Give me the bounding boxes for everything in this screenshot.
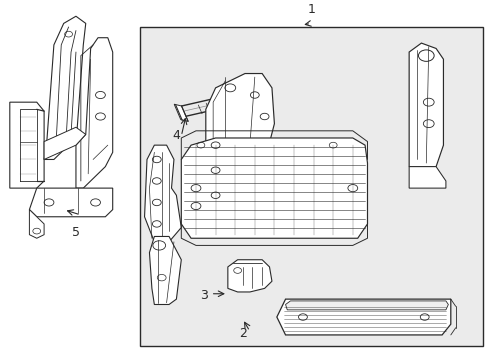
Polygon shape bbox=[76, 38, 113, 188]
Polygon shape bbox=[409, 167, 446, 188]
Text: 1: 1 bbox=[307, 3, 315, 16]
Polygon shape bbox=[286, 301, 448, 310]
Bar bbox=[140, 27, 483, 346]
Polygon shape bbox=[181, 138, 368, 238]
Polygon shape bbox=[44, 16, 86, 159]
Text: 5: 5 bbox=[72, 226, 80, 239]
Text: 3: 3 bbox=[200, 289, 208, 302]
Polygon shape bbox=[29, 210, 44, 238]
Polygon shape bbox=[145, 145, 181, 242]
Polygon shape bbox=[228, 260, 272, 292]
Text: 4: 4 bbox=[172, 129, 180, 142]
Polygon shape bbox=[260, 86, 271, 98]
Polygon shape bbox=[174, 104, 188, 121]
Polygon shape bbox=[409, 43, 443, 167]
Polygon shape bbox=[44, 127, 86, 159]
Polygon shape bbox=[149, 237, 181, 305]
Polygon shape bbox=[29, 188, 113, 217]
Text: 2: 2 bbox=[240, 327, 247, 339]
Polygon shape bbox=[10, 102, 44, 188]
Polygon shape bbox=[277, 299, 451, 335]
Polygon shape bbox=[206, 73, 274, 217]
